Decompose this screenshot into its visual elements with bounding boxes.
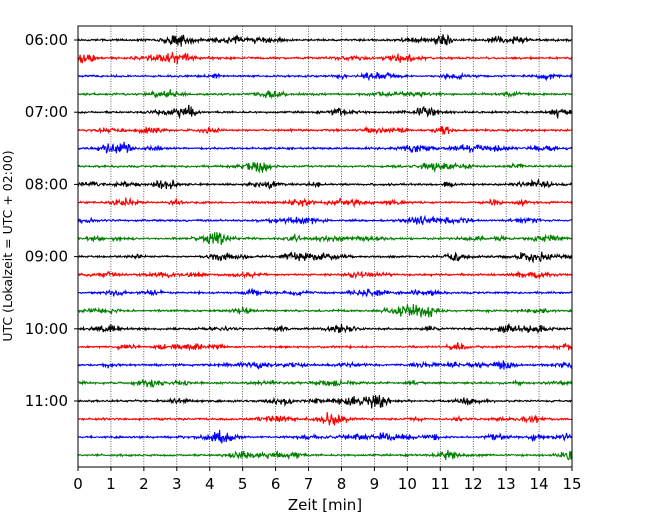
trace-line [77, 161, 573, 174]
trace-line [77, 214, 573, 226]
trace-line [77, 71, 573, 82]
x-tick-label: 5 [238, 475, 248, 493]
trace-line [77, 449, 573, 461]
x-tick-label: 13 [497, 475, 516, 493]
x-tick-label: 14 [530, 475, 549, 493]
x-tick-label: 6 [271, 475, 281, 493]
trace-line [77, 104, 573, 120]
x-tick-label: 2 [139, 475, 149, 493]
x-tick-label: 0 [73, 475, 83, 493]
y-tick-label: 06:00 [25, 31, 68, 49]
trace-line [77, 429, 573, 444]
trace-line [77, 287, 573, 298]
trace-line [77, 89, 573, 100]
trace-line [77, 304, 573, 318]
trace-line [77, 342, 573, 352]
y-tick-label: 09:00 [25, 248, 68, 266]
x-tick-label: 15 [562, 475, 581, 493]
x-tick-label: 8 [337, 475, 347, 493]
trace-line [77, 196, 573, 209]
trace-line [77, 378, 573, 388]
trace-line [77, 412, 573, 426]
trace-line [77, 178, 573, 190]
y-tick-label: 11:00 [25, 392, 68, 410]
seismic-traces [77, 33, 573, 461]
x-tick-label: 3 [172, 475, 182, 493]
y-tick-label: 07:00 [25, 103, 68, 121]
y-axis-ticks: 06:00 07:00 08:00 09:00 10:00 11:00 [25, 31, 78, 410]
x-tick-label: 9 [370, 475, 380, 493]
trace-line [77, 141, 573, 154]
x-tick-label: 12 [464, 475, 483, 493]
y-tick-label: 08:00 [25, 175, 68, 193]
trace-line [77, 270, 573, 280]
trace-line [77, 125, 573, 136]
plot-background [78, 26, 572, 467]
trace-line [77, 52, 573, 65]
y-tick-label: 10:00 [25, 320, 68, 338]
vertical-grid [110, 26, 540, 467]
x-tick-label: 4 [205, 475, 215, 493]
x-axis-label: Zeit [min] [288, 496, 362, 514]
y-axis-label: UTC (Lokalzeit = UTC + 02:00) [0, 150, 15, 341]
x-axis-ticks: 0 1 2 3 4 5 6 7 8 9 10 11 12 13 14 15 [73, 467, 582, 493]
x-tick-label: 7 [304, 475, 314, 493]
trace-line [77, 250, 573, 264]
plot-frame [77, 25, 573, 468]
x-tick-label: 10 [398, 475, 417, 493]
trace-line [77, 360, 573, 370]
trace-line [77, 232, 573, 245]
x-tick-label: 11 [431, 475, 450, 493]
trace-line [77, 323, 573, 335]
trace-line [77, 394, 573, 409]
trace-line [77, 33, 573, 47]
x-tick-label: 1 [106, 475, 116, 493]
